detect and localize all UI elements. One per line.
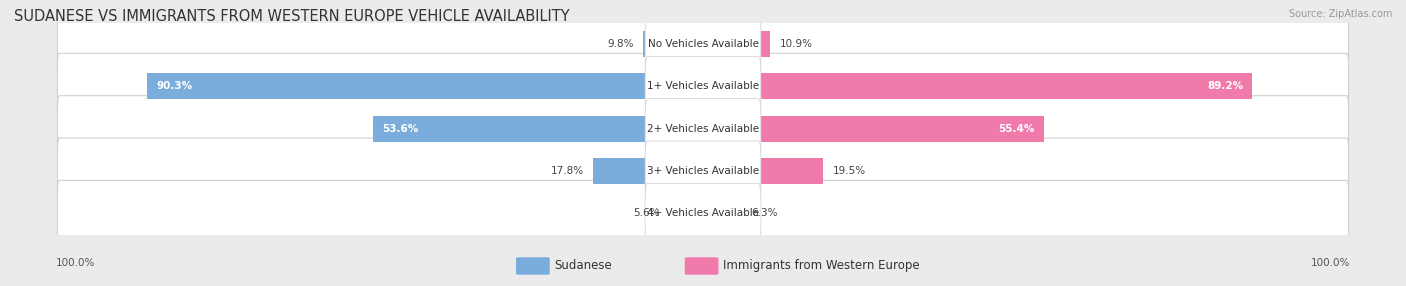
Bar xyxy=(648,200,668,227)
Text: 55.4%: 55.4% xyxy=(998,124,1035,134)
FancyBboxPatch shape xyxy=(58,138,1348,204)
FancyBboxPatch shape xyxy=(645,14,761,74)
FancyBboxPatch shape xyxy=(645,141,761,201)
Text: 5.6%: 5.6% xyxy=(633,208,659,218)
Text: 17.8%: 17.8% xyxy=(551,166,583,176)
Text: Sudanese: Sudanese xyxy=(554,259,612,273)
Bar xyxy=(742,200,758,227)
Text: 100.0%: 100.0% xyxy=(1310,258,1350,268)
Bar xyxy=(593,158,648,184)
FancyBboxPatch shape xyxy=(645,99,761,159)
Bar xyxy=(758,73,1253,100)
Text: 3+ Vehicles Available: 3+ Vehicles Available xyxy=(647,166,759,176)
Text: 2+ Vehicles Available: 2+ Vehicles Available xyxy=(647,124,759,134)
FancyBboxPatch shape xyxy=(58,96,1348,162)
FancyBboxPatch shape xyxy=(58,53,1348,119)
Text: 90.3%: 90.3% xyxy=(156,82,193,91)
Bar xyxy=(758,116,1045,142)
FancyBboxPatch shape xyxy=(645,56,761,116)
Text: Source: ZipAtlas.com: Source: ZipAtlas.com xyxy=(1288,9,1392,19)
Bar xyxy=(146,73,648,100)
Text: No Vehicles Available: No Vehicles Available xyxy=(648,39,758,49)
Text: 1+ Vehicles Available: 1+ Vehicles Available xyxy=(647,82,759,91)
Bar xyxy=(373,116,648,142)
Bar xyxy=(758,158,823,184)
Bar xyxy=(758,31,770,57)
Text: 4+ Vehicles Available: 4+ Vehicles Available xyxy=(647,208,759,218)
Text: 100.0%: 100.0% xyxy=(56,258,96,268)
FancyBboxPatch shape xyxy=(58,180,1348,246)
Text: 89.2%: 89.2% xyxy=(1208,82,1243,91)
FancyBboxPatch shape xyxy=(645,183,761,243)
Text: 9.8%: 9.8% xyxy=(607,39,633,49)
Text: 19.5%: 19.5% xyxy=(832,166,866,176)
Text: 53.6%: 53.6% xyxy=(382,124,419,134)
Text: Immigrants from Western Europe: Immigrants from Western Europe xyxy=(723,259,920,273)
Text: SUDANESE VS IMMIGRANTS FROM WESTERN EUROPE VEHICLE AVAILABILITY: SUDANESE VS IMMIGRANTS FROM WESTERN EURO… xyxy=(14,9,569,23)
Text: 10.9%: 10.9% xyxy=(779,39,813,49)
Bar xyxy=(643,31,648,57)
Text: 6.3%: 6.3% xyxy=(751,208,778,218)
FancyBboxPatch shape xyxy=(58,11,1348,77)
